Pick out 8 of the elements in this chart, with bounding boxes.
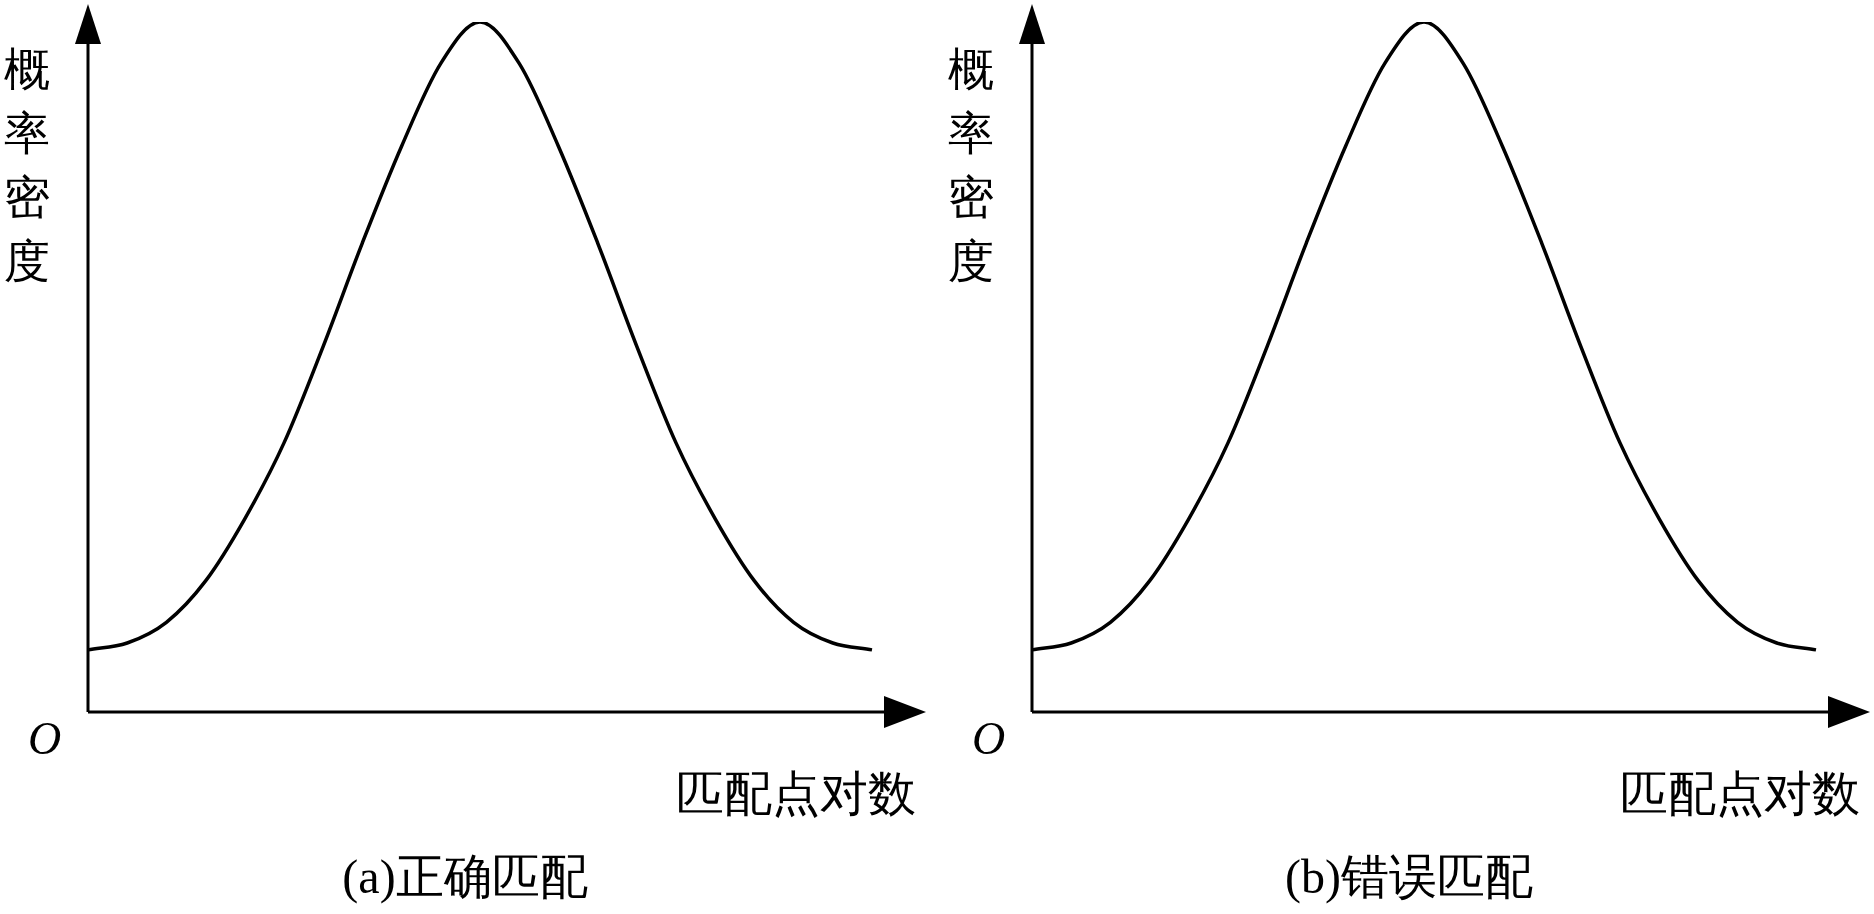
y-axis-title: 概率密度 (947, 43, 995, 289)
text: (b)错误匹配 (1284, 849, 1534, 906)
x-axis-title: 匹配点对数 (676, 766, 916, 822)
y-axis-title: 概率密度 (3, 43, 51, 289)
text: (a)正确匹配 (341, 849, 589, 906)
text: O (972, 712, 1006, 765)
text: O (28, 712, 62, 765)
x-axis-title: 匹配点对数 (1620, 766, 1860, 822)
